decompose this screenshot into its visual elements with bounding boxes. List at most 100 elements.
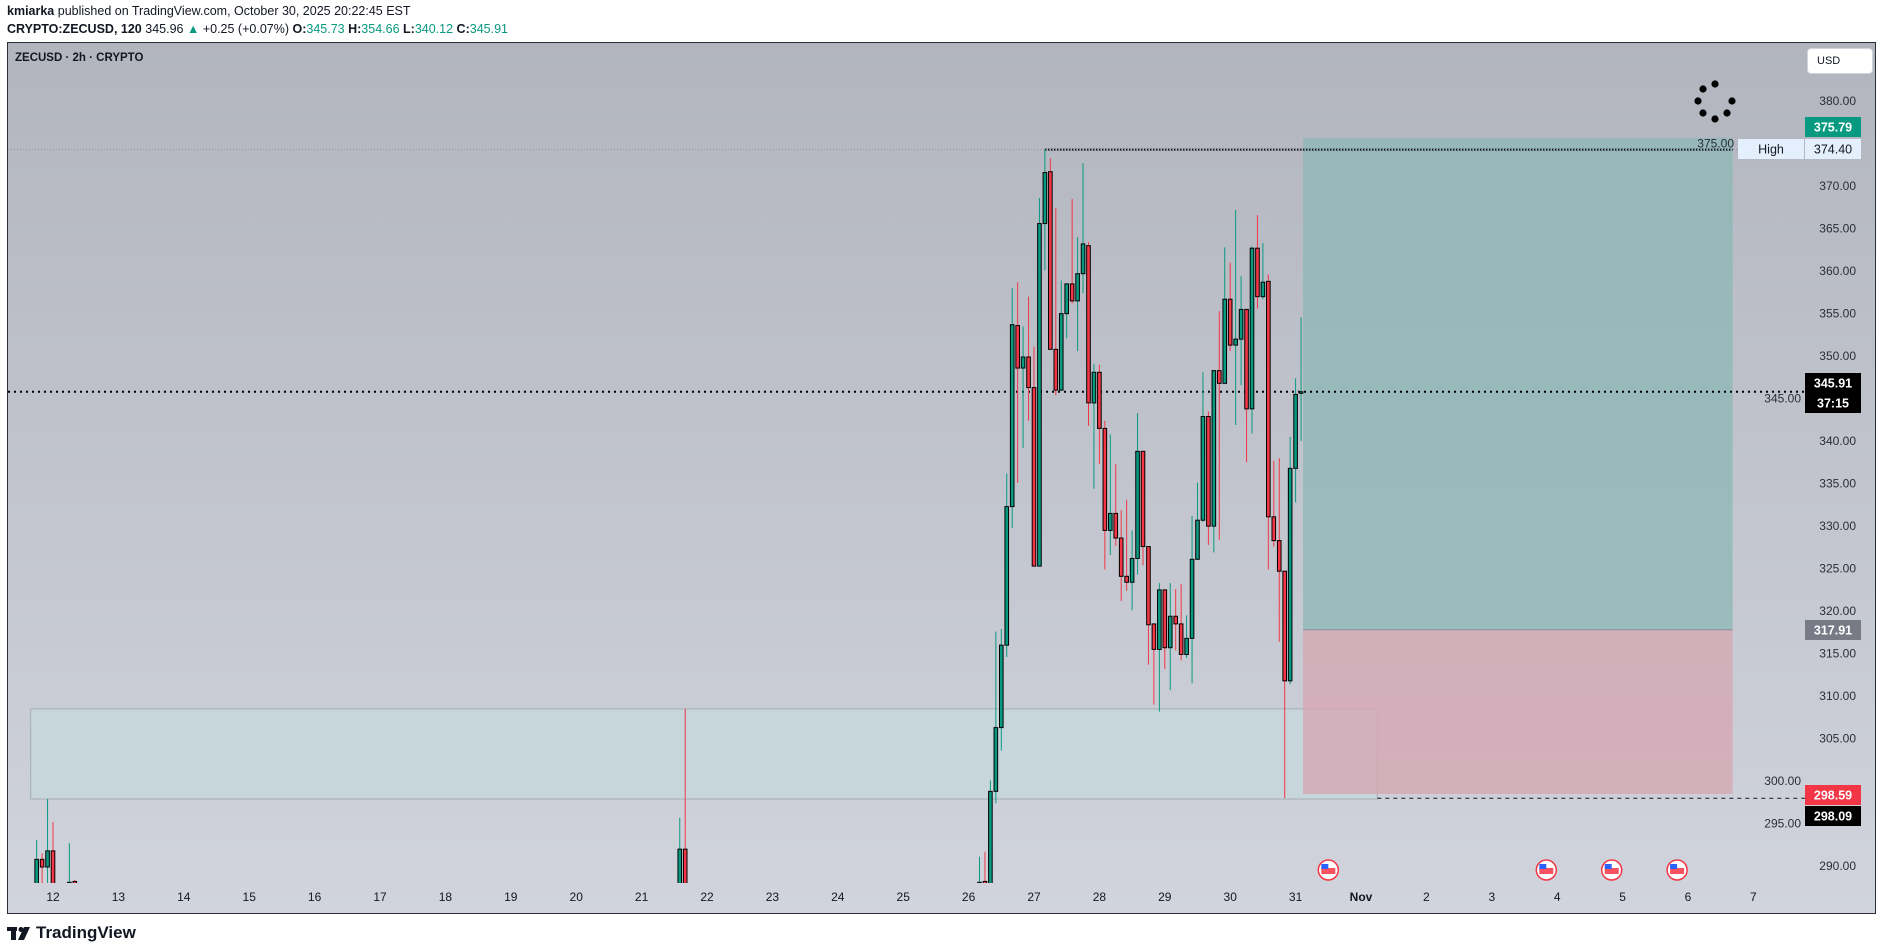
candle[interactable]: [1113, 464, 1119, 546]
candle[interactable]: [982, 851, 988, 888]
demand-zone-rect[interactable]: [30, 708, 1378, 800]
candle[interactable]: [1015, 282, 1020, 483]
candle[interactable]: [1037, 198, 1042, 567]
candle[interactable]: [1075, 237, 1080, 352]
candle[interactable]: [1058, 280, 1064, 391]
candle[interactable]: [1233, 209, 1238, 425]
candle[interactable]: [1167, 583, 1173, 691]
us-flag-event-icon[interactable]: [1535, 859, 1558, 881]
candle[interactable]: [1004, 473, 1010, 658]
candle[interactable]: [1189, 515, 1195, 684]
candle[interactable]: [682, 708, 688, 888]
candle[interactable]: [1064, 283, 1070, 339]
candle[interactable]: [1287, 436, 1293, 685]
candle[interactable]: [1031, 346, 1037, 567]
candle[interactable]: [1173, 589, 1179, 651]
candle[interactable]: [1086, 242, 1091, 426]
candle[interactable]: [1222, 247, 1228, 384]
candle[interactable]: [1151, 623, 1157, 705]
us-flag-event-icon[interactable]: [1600, 859, 1623, 881]
price-axis-tick: 315.00: [1819, 647, 1856, 661]
candle-body: [1173, 615, 1179, 625]
loading-spinner-dot: [1699, 109, 1707, 117]
candle[interactable]: [1146, 546, 1151, 665]
candle[interactable]: [1178, 583, 1184, 661]
candle[interactable]: [1020, 326, 1026, 448]
candle[interactable]: [1129, 530, 1135, 611]
target-price-label: 375.79: [1805, 117, 1861, 137]
candle[interactable]: [45, 799, 50, 888]
candle[interactable]: [1118, 510, 1124, 601]
candle[interactable]: [39, 853, 45, 888]
candle[interactable]: [1140, 450, 1146, 566]
candle[interactable]: [988, 780, 993, 892]
us-flag-event-icon[interactable]: [1317, 859, 1340, 881]
candle[interactable]: [1206, 411, 1211, 545]
candle-body: [1048, 171, 1053, 350]
candle[interactable]: [1238, 276, 1244, 386]
candle[interactable]: [1042, 149, 1048, 271]
time-axis-tick: 13: [112, 890, 126, 904]
candle[interactable]: [999, 629, 1004, 751]
flag-stripes: [1670, 868, 1685, 874]
candle[interactable]: [993, 631, 999, 804]
candle[interactable]: [677, 817, 683, 889]
candle-body: [1167, 615, 1173, 649]
long-position-target-zone[interactable]: [1303, 137, 1733, 630]
candle[interactable]: [1135, 413, 1140, 575]
candle[interactable]: [1091, 363, 1097, 489]
candle[interactable]: [1195, 482, 1200, 560]
publisher-name[interactable]: kmiarka: [7, 4, 55, 18]
candle[interactable]: [977, 856, 982, 888]
candle[interactable]: [1227, 262, 1233, 352]
flag-stripes: [1321, 868, 1336, 874]
candle[interactable]: [1026, 296, 1031, 421]
price-axis-tick: 370.00: [1819, 179, 1856, 193]
candle[interactable]: [1048, 158, 1053, 350]
candle[interactable]: [1211, 370, 1217, 553]
candle[interactable]: [1217, 311, 1222, 540]
candle[interactable]: [1276, 458, 1282, 642]
candle[interactable]: [1260, 243, 1266, 300]
candle[interactable]: [67, 843, 72, 886]
stop-price-label-text: 298.59: [1814, 788, 1852, 802]
price-axis-tick: 290.00: [1819, 859, 1856, 873]
candle[interactable]: [1097, 364, 1102, 465]
candle[interactable]: [1200, 372, 1206, 522]
candle[interactable]: [1009, 288, 1015, 528]
candle-body: [1271, 516, 1277, 542]
tradingview-logo[interactable]: TradingView: [7, 923, 136, 943]
candle[interactable]: [1102, 420, 1108, 570]
candle[interactable]: [34, 839, 39, 888]
candle-body: [1249, 247, 1255, 410]
candle[interactable]: [1298, 317, 1304, 441]
candle-body: [1069, 283, 1075, 302]
us-flag-event-icon[interactable]: [1666, 859, 1688, 881]
candle[interactable]: [1053, 208, 1059, 396]
candle[interactable]: [1282, 570, 1288, 799]
candle[interactable]: [1255, 215, 1260, 309]
candle[interactable]: [1162, 589, 1168, 669]
time-axis-tick: 27: [1027, 890, 1041, 904]
currency-button[interactable]: USD: [1807, 48, 1873, 74]
candle[interactable]: [72, 879, 78, 886]
candle[interactable]: [1080, 163, 1086, 294]
candle[interactable]: [1293, 378, 1298, 503]
price-axis-tick: 320.00: [1819, 604, 1856, 618]
candle[interactable]: [1266, 274, 1271, 570]
long-position-stop-zone[interactable]: [1303, 629, 1733, 794]
candle[interactable]: [1184, 615, 1189, 658]
candle[interactable]: [1157, 583, 1162, 712]
candle[interactable]: [1249, 246, 1255, 434]
candle[interactable]: [50, 821, 56, 888]
candle[interactable]: [1244, 308, 1249, 463]
tradingview-logo-icon: [7, 926, 30, 940]
plot-area[interactable]: [8, 137, 1805, 893]
price-axis-tick: 305.00: [1819, 732, 1856, 746]
candle[interactable]: [1271, 460, 1277, 547]
close-label: C:: [456, 22, 470, 36]
candle[interactable]: [1108, 434, 1113, 556]
candle[interactable]: [1069, 198, 1075, 304]
candle[interactable]: [1124, 499, 1129, 591]
